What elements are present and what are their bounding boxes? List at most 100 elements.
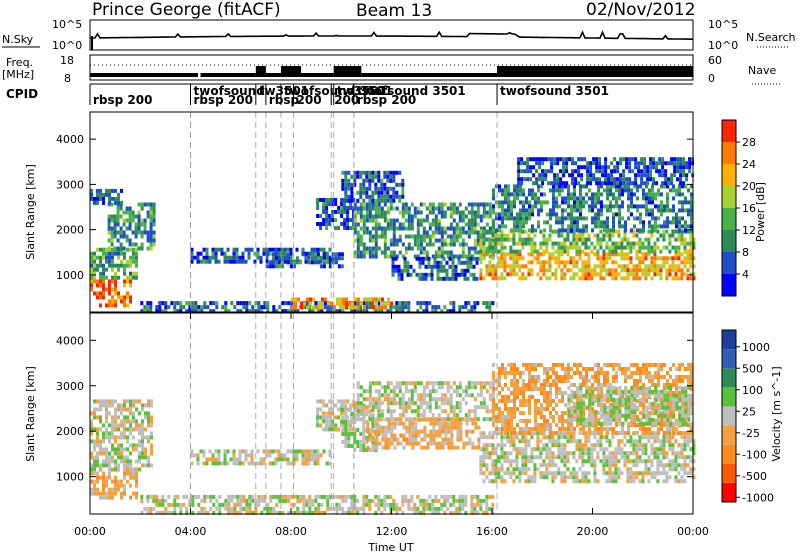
echo-cell [290, 301, 294, 306]
echo-cell [362, 440, 366, 444]
echo-cell [444, 425, 448, 430]
echo-cell [556, 161, 560, 166]
echo-cell [658, 169, 662, 174]
echo-cell [108, 196, 111, 201]
echo-cell [250, 461, 254, 466]
echo-cell [550, 169, 554, 174]
echo-cell [460, 272, 464, 277]
echo-cell [335, 510, 339, 515]
echo-cell [245, 498, 249, 503]
echo-cell [572, 276, 576, 281]
echo-cell [488, 309, 492, 314]
echo-cell [368, 186, 372, 191]
echo-cell [254, 309, 258, 314]
echo-cell [656, 245, 660, 250]
echo-cell [522, 212, 525, 217]
echo-cell [449, 401, 453, 406]
echo-cell [465, 441, 469, 446]
echo-cell [341, 198, 345, 203]
echo-cell [359, 214, 363, 219]
echo-cell [504, 200, 507, 205]
echo-cell [134, 214, 138, 219]
echo-cell [111, 495, 114, 500]
echo-cell [248, 498, 252, 503]
echo-cell [663, 208, 666, 213]
echo-cell [625, 177, 629, 182]
echo-cell [442, 256, 446, 261]
echo-cell [349, 407, 353, 412]
echo-cell [356, 409, 360, 414]
echo-cell [518, 439, 522, 444]
echo-cell [392, 409, 396, 414]
echo-cell [398, 170, 402, 175]
echo-cell [455, 417, 459, 422]
echo-cell [371, 254, 375, 259]
echo-cell [479, 233, 483, 238]
echo-cell [596, 479, 600, 484]
echo-cell [353, 502, 357, 507]
colorbar-swatch [722, 252, 736, 274]
echo-cell [572, 479, 576, 484]
echo-cell [632, 241, 636, 246]
echo-cell [374, 182, 378, 187]
echo-cell [459, 425, 463, 430]
echo-cell [649, 173, 653, 178]
echo-cell [339, 305, 342, 310]
echo-cell [408, 437, 412, 442]
echo-cell [417, 433, 421, 438]
echo-cell [512, 479, 516, 484]
echo-cell [114, 475, 117, 480]
echo-cell [328, 222, 332, 226]
echo-cell [497, 260, 501, 265]
echo-cell [509, 264, 513, 269]
echo-cell [689, 241, 693, 246]
echo-cell [375, 297, 378, 302]
colorbar-tick-label: 4 [742, 268, 749, 281]
echo-cell [90, 271, 93, 276]
echo-cell [482, 405, 486, 410]
echo-cell [244, 247, 248, 252]
echo-cell [365, 405, 369, 410]
echo-cell [568, 173, 572, 178]
echo-cell [377, 222, 381, 227]
echo-cell [473, 309, 477, 314]
echo-cell [341, 408, 345, 412]
echo-cell [552, 200, 555, 205]
echo-cell [386, 405, 390, 410]
echo-cell [542, 264, 546, 269]
echo-cell [587, 264, 591, 269]
echo-cell [458, 234, 462, 239]
echo-cell [319, 264, 323, 269]
echo-cell [120, 423, 123, 428]
echo-cell [647, 471, 651, 476]
echo-cell [611, 479, 615, 484]
echo-cell [466, 276, 470, 281]
echo-cell [395, 182, 399, 187]
echo-cell [662, 233, 666, 238]
echo-cell [471, 421, 475, 426]
nsky-strip: N.Sky 10^5 10^0 N.Search 10^5 10^0 [2, 18, 796, 52]
echo-cell [372, 429, 376, 434]
echo-cell [99, 467, 102, 472]
echo-cell [123, 463, 126, 468]
echo-cell [350, 198, 354, 203]
echo-cell [400, 276, 404, 281]
echo-cell [114, 479, 117, 484]
echo-cell [350, 194, 354, 199]
echo-cell [96, 479, 99, 484]
echo-cell [326, 305, 330, 310]
echo-cell [658, 173, 662, 178]
echo-cell [356, 222, 360, 227]
echo-cell [108, 467, 111, 472]
echo-cell [435, 445, 439, 450]
echo-cell [105, 419, 108, 424]
echo-cell [368, 214, 372, 219]
echo-cell [635, 249, 639, 254]
echo-cell [380, 194, 384, 199]
echo-cell [404, 389, 408, 394]
echo-cell [470, 202, 474, 207]
echo-cell [277, 457, 281, 462]
echo-cell [90, 419, 93, 424]
echo-cell [488, 455, 492, 460]
echo-cell [223, 449, 227, 454]
